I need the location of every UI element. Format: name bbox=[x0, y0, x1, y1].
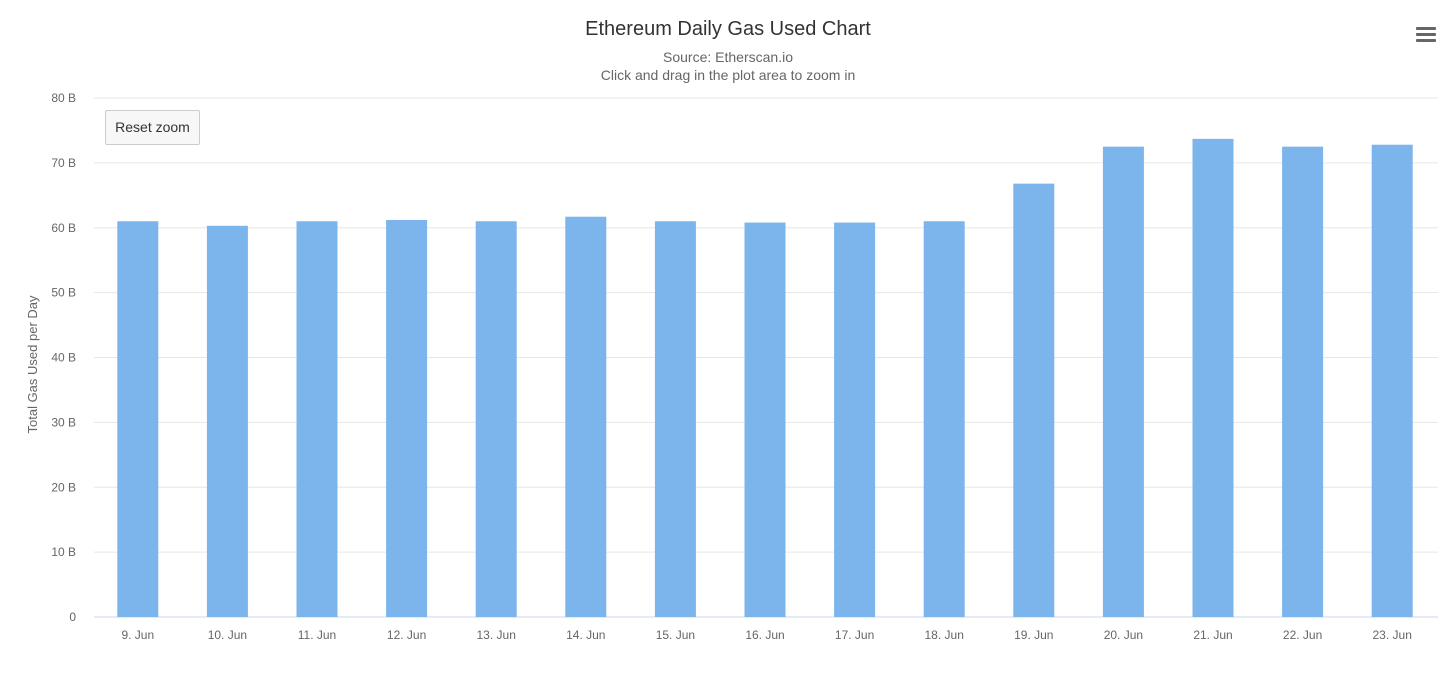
hamburger-menu-icon-line bbox=[1416, 33, 1436, 36]
bar[interactable] bbox=[1102, 146, 1144, 617]
bar[interactable] bbox=[565, 216, 607, 617]
chart-subtitle-zoom-hint: Click and drag in the plot area to zoom … bbox=[600, 67, 856, 83]
chart-subtitle-source: Source: Etherscan.io bbox=[663, 49, 793, 65]
x-tick-label: 21. Jun bbox=[1193, 628, 1232, 642]
y-tick-label: 70 B bbox=[51, 156, 76, 170]
bars bbox=[117, 138, 1413, 617]
x-axis-tick-labels: 9. Jun 10. Jun 11. Jun 12. Jun 13. Jun 14. Ju… bbox=[121, 628, 1411, 642]
chart-menu-button[interactable] bbox=[1410, 24, 1442, 50]
bar[interactable] bbox=[834, 222, 876, 617]
bar[interactable] bbox=[1371, 144, 1413, 617]
x-tick-label: 17. Jun bbox=[835, 628, 874, 642]
y-tick-label: 0 bbox=[69, 610, 76, 624]
y-tick-label: 80 B bbox=[51, 91, 76, 105]
x-tick-label: 18. Jun bbox=[925, 628, 964, 642]
reset-zoom-button[interactable]: Reset zoom bbox=[105, 110, 200, 145]
y-axis-label: Total Gas Used per Day bbox=[25, 295, 40, 434]
y-tick-label: 10 B bbox=[51, 545, 76, 559]
bar[interactable] bbox=[475, 221, 517, 617]
x-tick-label: 9. Jun bbox=[121, 628, 154, 642]
x-tick-label: 15. Jun bbox=[656, 628, 695, 642]
y-tick-label: 40 B bbox=[51, 351, 76, 365]
bar[interactable] bbox=[206, 225, 248, 617]
bar[interactable] bbox=[296, 221, 338, 617]
hamburger-menu-icon-line bbox=[1416, 27, 1436, 30]
x-tick-label: 20. Jun bbox=[1104, 628, 1143, 642]
bar[interactable] bbox=[923, 221, 965, 617]
x-tick-label: 14. Jun bbox=[566, 628, 605, 642]
x-tick-label: 19. Jun bbox=[1014, 628, 1053, 642]
bar[interactable] bbox=[744, 222, 786, 617]
bar[interactable] bbox=[1192, 138, 1234, 617]
x-tick-label: 23. Jun bbox=[1373, 628, 1412, 642]
y-tick-label: 30 B bbox=[51, 415, 76, 429]
y-tick-label: 20 B bbox=[51, 480, 76, 494]
bar[interactable] bbox=[654, 221, 696, 617]
y-axis-tick-labels: 0 10 B 20 B 30 B 40 B 50 B 60 B 70 B 80 B bbox=[51, 91, 76, 624]
x-tick-label: 12. Jun bbox=[387, 628, 426, 642]
x-tick-label: 22. Jun bbox=[1283, 628, 1322, 642]
y-tick-label: 50 B bbox=[51, 286, 76, 300]
bar[interactable] bbox=[117, 221, 159, 617]
bar[interactable] bbox=[1013, 183, 1055, 617]
bar[interactable] bbox=[386, 219, 428, 617]
hamburger-menu-icon-line bbox=[1416, 39, 1436, 42]
x-tick-label: 13. Jun bbox=[477, 628, 516, 642]
x-tick-label: 16. Jun bbox=[745, 628, 784, 642]
bar[interactable] bbox=[1282, 146, 1324, 617]
y-tick-label: 60 B bbox=[51, 221, 76, 235]
x-tick-label: 10. Jun bbox=[208, 628, 247, 642]
chart-title: Ethereum Daily Gas Used Chart bbox=[585, 18, 871, 40]
x-tick-label: 11. Jun bbox=[298, 628, 336, 642]
